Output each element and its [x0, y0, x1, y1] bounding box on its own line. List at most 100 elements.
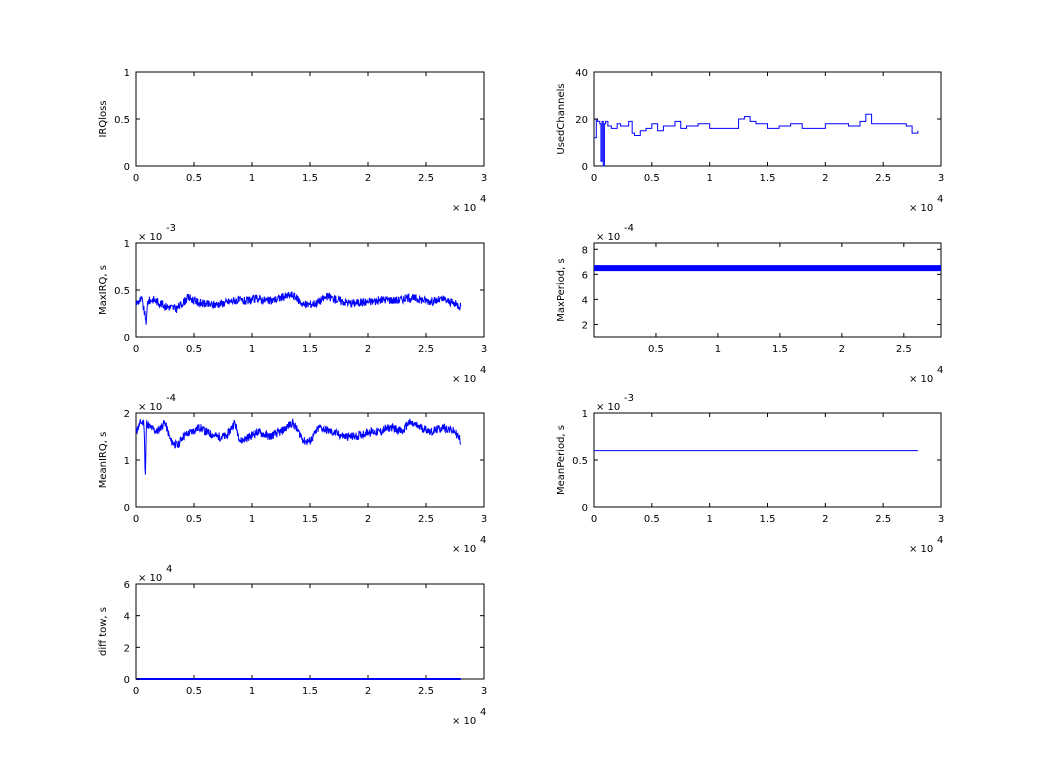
x-tick-label: 0.5	[644, 514, 660, 525]
subplot-3: 0 0.5 1 1.5 2 2.5 3 0 0.5 1 × 10 4 × 10 -3 MaxIRQ, s	[98, 223, 487, 385]
x-tick-label: 2	[822, 514, 828, 525]
x-tick-label: 3	[481, 686, 487, 697]
y-tick-label: 2	[124, 409, 130, 420]
x-tick-label: 0.5	[186, 686, 202, 697]
subplot-7: 0 0.5 1 1.5 2 2.5 3 0 2 4 6 × 10 4 × 10 4 diff tow, s	[98, 564, 487, 727]
plot-area	[135, 412, 485, 508]
x-tick-label: 2.5	[418, 173, 434, 184]
y-tick-label: 4	[124, 612, 130, 623]
x-tick-label: 2	[365, 344, 371, 355]
x-tick-label: 1.5	[302, 173, 318, 184]
y-multiplier: × 10	[596, 232, 620, 243]
y-exponent: 4	[166, 564, 172, 575]
x-tick-label: 1.5	[772, 344, 788, 355]
series-line	[135, 418, 462, 475]
y-tick-label: 0	[582, 162, 588, 173]
plot-area	[593, 412, 942, 508]
y-tick-label: 6	[124, 580, 130, 591]
y-tick-label: 40	[575, 68, 588, 79]
x-multiplier: × 10	[452, 203, 476, 214]
y-multiplier: × 10	[138, 232, 162, 243]
y-tick-label: 1	[124, 456, 130, 467]
x-tick-label: 1	[249, 344, 255, 355]
y-tick-label: 6	[582, 270, 588, 281]
y-multiplier: × 10	[596, 402, 620, 413]
y-axis-label: IRQloss	[98, 100, 109, 137]
x-multiplier: × 10	[452, 544, 476, 555]
x-tick-label: 0.5	[644, 173, 660, 184]
x-tick-label: 3	[938, 514, 944, 525]
x-tick-label: 0	[133, 173, 139, 184]
x-exponent: 4	[937, 535, 943, 546]
x-exponent: 4	[480, 194, 486, 205]
x-tick-label: 1.5	[302, 344, 318, 355]
plot-area	[593, 242, 942, 338]
x-exponent: 4	[480, 707, 486, 718]
y-axis-label: MaxPeriod, s	[556, 258, 567, 321]
y-axis-label: UsedChannels	[556, 83, 567, 154]
x-tick-label: 2.5	[896, 344, 912, 355]
y-tick-label: 1	[582, 409, 588, 420]
x-tick-label: 2	[365, 173, 371, 184]
x-tick-label: 2	[365, 514, 371, 525]
subplot-4: 0.5 1 1.5 2 2.5 2 4 6 8 × 10 4 × 10 -4 MaxPeriod, s	[556, 223, 943, 385]
y-tick-label: 2	[124, 643, 130, 654]
x-tick-label: 1	[249, 686, 255, 697]
x-tick-label: 1.5	[760, 173, 776, 184]
y-multiplier: × 10	[138, 402, 162, 413]
y-axis-label: MaxIRQ, s	[98, 265, 109, 315]
x-tick-label: 2.5	[418, 514, 434, 525]
y-tick-label: 0	[124, 675, 130, 686]
x-tick-label: 3	[481, 173, 487, 184]
x-exponent: 4	[937, 365, 943, 376]
x-tick-label: 2.5	[875, 173, 891, 184]
x-tick-label: 1	[706, 514, 712, 525]
x-exponent: 4	[480, 535, 486, 546]
x-tick-label: 3	[481, 344, 487, 355]
plot-area	[135, 71, 485, 167]
x-tick-label: 1.5	[302, 686, 318, 697]
x-tick-label: 1.5	[760, 514, 776, 525]
x-tick-label: 2	[839, 344, 845, 355]
x-tick-label: 1	[249, 514, 255, 525]
y-tick-label: 20	[575, 115, 588, 126]
subplot-2: 0 0.5 1 1.5 2 2.5 3 0 20 40 × 10 4 UsedChannels	[556, 68, 944, 214]
x-tick-label: 0.5	[186, 514, 202, 525]
y-axis-label: MeanIRQ, s	[98, 432, 109, 489]
y-tick-label: 0	[124, 503, 130, 514]
y-tick-label: 0.5	[114, 115, 130, 126]
x-exponent: 4	[937, 194, 943, 205]
x-tick-label: 0.5	[186, 344, 202, 355]
x-tick-label: 0	[133, 686, 139, 697]
x-tick-label: 0	[591, 514, 597, 525]
x-multiplier: × 10	[452, 716, 476, 727]
y-tick-label: 8	[582, 245, 588, 256]
x-multiplier: × 10	[909, 203, 933, 214]
x-tick-label: 1.5	[302, 514, 318, 525]
series-line	[594, 113, 919, 167]
y-axis-label: MeanPeriod, s	[556, 425, 567, 495]
y-tick-label: 0	[582, 503, 588, 514]
y-axis-label: diff tow, s	[98, 607, 109, 656]
y-exponent: -4	[166, 393, 176, 404]
y-exponent: -3	[166, 223, 176, 234]
plot-area	[135, 583, 485, 680]
x-tick-label: 2.5	[875, 514, 891, 525]
x-tick-label: 0	[591, 173, 597, 184]
y-tick-label: 0.5	[114, 286, 130, 297]
subplot-5: 0 0.5 1 1.5 2 2.5 3 0 1 2 × 10 4 × 10 -4 MeanIRQ, s	[98, 393, 487, 555]
x-tick-label: 3	[481, 514, 487, 525]
subplot-6: 0 0.5 1 1.5 2 2.5 3 0 0.5 1 × 10 4 × 10 -3 MeanPeriod,…	[556, 393, 944, 555]
x-tick-label: 0	[133, 514, 139, 525]
y-tick-label: 1	[124, 68, 130, 79]
x-tick-label: 1	[715, 344, 721, 355]
y-tick-label: 4	[582, 295, 588, 306]
y-tick-label: 2	[582, 320, 588, 331]
x-exponent: 4	[480, 365, 486, 376]
x-tick-label: 0	[133, 344, 139, 355]
y-tick-label: 1	[124, 239, 130, 250]
x-tick-label: 0.5	[648, 344, 664, 355]
subplot-1: 0 0.5 1 1.5 2 2.5 3 0 0.5 1 × 10 4 IRQloss	[98, 68, 487, 214]
y-tick-label: 0.5	[572, 456, 588, 467]
